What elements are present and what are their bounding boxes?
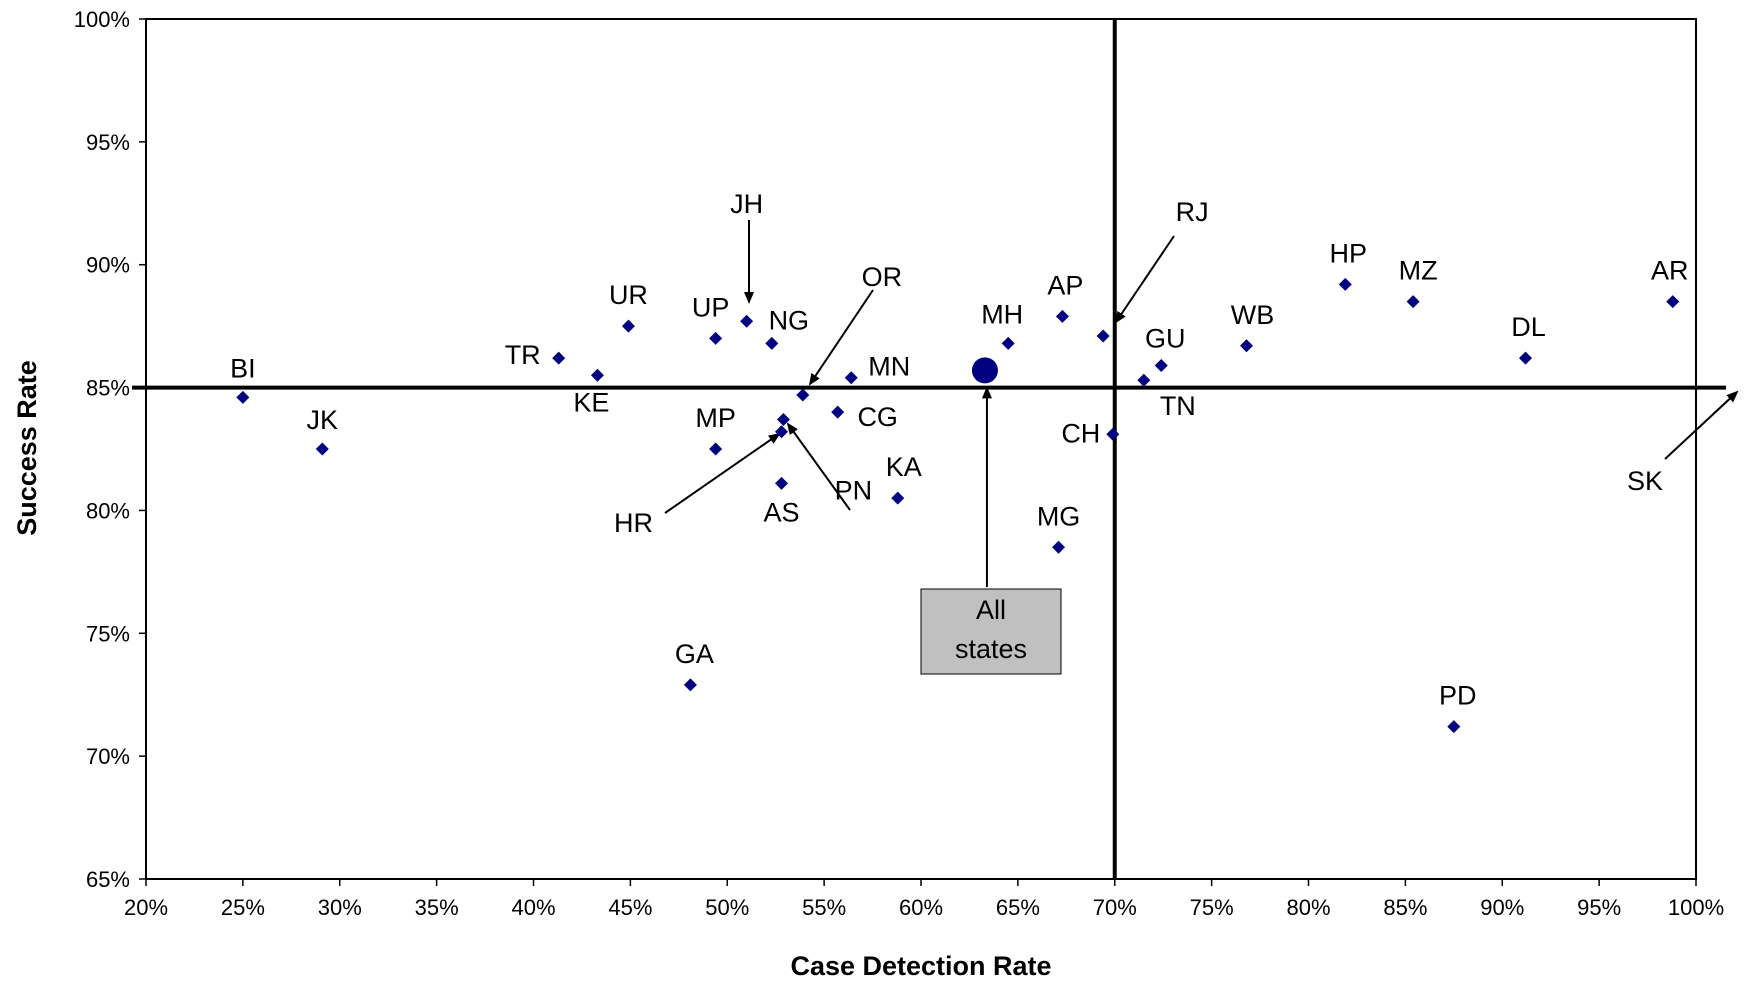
point-label-or: OR [862, 262, 903, 292]
data-point-mn [844, 371, 858, 385]
data-point-ap [1055, 309, 1069, 323]
x-tick-label: 60% [899, 895, 943, 920]
point-label-ka: KA [886, 452, 922, 482]
y-tick-label: 95% [86, 130, 130, 155]
point-label-jh: JH [730, 189, 763, 219]
point-label-ga: GA [675, 639, 714, 669]
point-label-jk: JK [307, 405, 339, 435]
data-point-cg [831, 405, 845, 419]
point-label-up: UP [692, 292, 730, 322]
data-point-ng [765, 336, 779, 350]
point-label-mz: MZ [1399, 256, 1438, 286]
x-tick-label: 35% [415, 895, 459, 920]
data-point-hp [1338, 277, 1352, 291]
x-tick-label: 70% [1093, 895, 1137, 920]
x-tick-label: 85% [1383, 895, 1427, 920]
all-states-callout-line1: All [976, 595, 1006, 625]
all-states-callout-line2: states [955, 634, 1027, 664]
data-point-tn [1137, 373, 1151, 387]
y-tick-label: 65% [86, 867, 130, 892]
x-tick-label: 45% [608, 895, 652, 920]
point-label-cg: CG [857, 402, 898, 432]
x-tick-label: 50% [705, 895, 749, 920]
data-point-hr [775, 425, 788, 439]
data-point-pn [776, 413, 790, 427]
point-label-hr: HR [614, 508, 653, 538]
y-tick-label: 70% [86, 744, 130, 769]
data-point-ch [1106, 427, 1120, 441]
all-states-callout-box [920, 588, 1062, 675]
data-point-ga [683, 678, 697, 692]
y-tick-label: 90% [86, 253, 130, 278]
data-point-rj [1096, 329, 1110, 343]
x-tick-label: 90% [1480, 895, 1524, 920]
point-label-pd: PD [1439, 681, 1477, 711]
x-tick-label: 20% [124, 895, 168, 920]
point-label-rj: RJ [1176, 197, 1209, 227]
y-tick-label: 100% [74, 7, 130, 32]
point-label-dl: DL [1511, 312, 1546, 342]
x-tick-label: 25% [221, 895, 265, 920]
x-tick-label: 30% [318, 895, 362, 920]
data-point-or [796, 388, 810, 402]
point-label-mn: MN [868, 352, 910, 382]
point-label-wb: WB [1231, 300, 1275, 330]
point-label-pn: PN [835, 476, 873, 506]
point-label-as: AS [763, 497, 799, 527]
point-label-mg: MG [1037, 501, 1081, 531]
plot-frame [145, 18, 1697, 880]
data-point-mh [1001, 336, 1015, 350]
data-point-ar [1666, 295, 1680, 309]
arrow-rj [1114, 235, 1175, 324]
data-point-as [775, 476, 788, 490]
data-point-tr [552, 351, 566, 365]
x-axis-title: Case Detection Rate [790, 951, 1051, 981]
x-tick-label: 100% [1668, 895, 1724, 920]
point-label-ke: KE [573, 387, 609, 417]
point-label-ng: NG [769, 305, 810, 335]
data-point-up [709, 331, 723, 345]
data-point-mg [1052, 540, 1066, 554]
arrow-pn [786, 422, 851, 511]
data-point-pd [1447, 720, 1461, 734]
x-tick-label: 75% [1190, 895, 1234, 920]
point-label-bi: BI [230, 353, 256, 383]
data-point-ur [621, 319, 635, 333]
point-label-tn: TN [1160, 391, 1196, 421]
data-point-ke [590, 368, 604, 382]
point-label-ur: UR [609, 280, 648, 310]
data-point-bi [236, 390, 250, 404]
arrow-sk [1664, 390, 1739, 460]
y-tick-label: 80% [86, 498, 130, 523]
arrow-hr [664, 432, 781, 514]
x-tick-label: 40% [511, 895, 555, 920]
all-states-point [971, 357, 998, 384]
data-point-jh [740, 314, 754, 328]
point-label-ar: AR [1651, 256, 1689, 286]
x-tick-label: 55% [802, 895, 846, 920]
point-label-sk: SK [1627, 466, 1663, 496]
data-point-wb [1240, 339, 1253, 353]
point-label-gu: GU [1145, 323, 1186, 353]
data-point-dl [1519, 351, 1532, 365]
point-label-mp: MP [695, 403, 736, 433]
data-point-mz [1406, 295, 1420, 309]
y-axis-title: Success Rate [12, 360, 42, 536]
x-tick-label: 65% [996, 895, 1040, 920]
y-tick-label: 85% [86, 376, 130, 401]
y-tick-label: 75% [86, 621, 130, 646]
point-label-ch: CH [1061, 418, 1100, 448]
arrow-or [808, 289, 874, 386]
x-tick-label: 95% [1577, 895, 1621, 920]
x-tick-label: 80% [1286, 895, 1330, 920]
point-label-tr: TR [505, 340, 541, 370]
point-label-mh: MH [981, 299, 1023, 329]
data-point-jk [315, 442, 329, 456]
data-point-ka [891, 491, 905, 505]
point-label-hp: HP [1330, 238, 1368, 268]
data-point-mp [709, 442, 723, 456]
point-label-ap: AP [1047, 270, 1083, 300]
data-point-gu [1154, 358, 1168, 372]
